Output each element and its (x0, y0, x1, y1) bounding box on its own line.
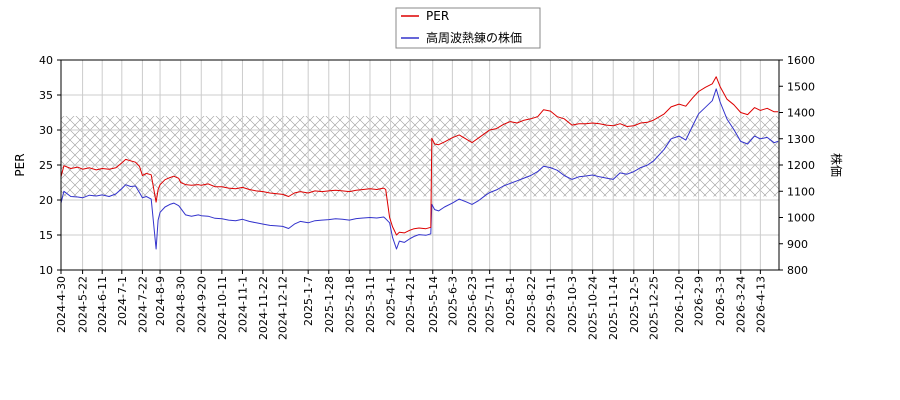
legend-box (395, 7, 541, 49)
left-tick-label: 20 (39, 194, 53, 207)
legend-label-per: PER (426, 9, 449, 23)
right-tick-label: 800 (787, 264, 808, 277)
x-tick-label: 2025-9-11 (544, 276, 557, 333)
x-tick-label: 2024-6-11 (96, 276, 109, 333)
x-tick-label: 2025-5-14 (427, 276, 440, 333)
x-tick-label: 2024-12-12 (277, 276, 290, 340)
x-tick-label: 2025-12-25 (647, 276, 660, 340)
right-tick-label: 900 (787, 238, 808, 251)
legend-label-price: 高周波熱錬の株価 (426, 30, 522, 45)
x-tick-label: 2025-6-3 (446, 276, 459, 326)
x-tick-label: 2025-1-28 (323, 276, 336, 333)
right-tick-label: 1500 (787, 80, 815, 93)
left-tick-label: 10 (39, 264, 53, 277)
x-tick-label: 2024-10-11 (216, 276, 229, 340)
right-axis-title: 株価 (829, 153, 844, 177)
x-tick-label: 2025-4-21 (404, 276, 417, 333)
x-tick-label: 2025-8-22 (525, 276, 538, 333)
left-axis-ticks: 10 15 20 25 30 35 40 (39, 54, 61, 277)
left-tick-label: 30 (39, 124, 53, 137)
x-tick-label: 2025-2-18 (343, 276, 356, 333)
band-fill (61, 116, 779, 197)
left-axis-title: PER (13, 153, 27, 176)
right-tick-label: 1000 (787, 212, 815, 225)
x-tick-label: 2024-11-22 (257, 276, 270, 340)
left-tick-label: 25 (39, 159, 53, 172)
grid (60, 59, 779, 271)
right-axis-ticks: 800 900 1000 1100 1200 1300 1400 1500 1600 (779, 54, 815, 277)
x-tick-label: 2025-8-1 (504, 276, 517, 326)
x-axis-ticks: 2024-4-30 2024-5-22 2024-6-11 2024-7-1 2024-… (55, 270, 767, 340)
x-tick-label: 2025-10-24 (587, 276, 600, 340)
x-tick-label: 2025-10-3 (566, 276, 579, 333)
x-tick-label: 2024-5-22 (77, 276, 90, 333)
x-tick-label: 2026-1-20 (673, 276, 686, 333)
series-lines (60, 76, 779, 250)
x-tick-label: 2024-8-9 (154, 276, 167, 326)
x-tick-label: 2026-2-9 (693, 276, 706, 326)
x-tick-label: 2025-4-1 (385, 276, 398, 326)
x-tick-label: 2026-4-13 (754, 276, 767, 333)
series-line-price (60, 88, 779, 250)
x-tick-label: 2024-7-1 (116, 276, 129, 326)
left-tick-label: 35 (39, 89, 53, 102)
x-tick-label: 2025-6-23 (466, 276, 479, 333)
x-tick-label: 2025-3-11 (364, 276, 377, 333)
x-tick-label: 2025-11-14 (607, 276, 620, 340)
x-tick-label: 2026-3-24 (735, 276, 748, 333)
left-tick-label: 40 (39, 54, 53, 67)
x-tick-label: 2025-7-11 (484, 276, 497, 333)
x-tick-label: 2026-3-3 (714, 276, 727, 326)
right-tick-label: 1400 (787, 107, 815, 120)
x-tick-label: 2024-7-22 (136, 276, 149, 333)
x-tick-label: 2025-12-5 (628, 276, 641, 333)
right-tick-label: 1200 (787, 159, 815, 172)
x-tick-label: 2024-4-30 (55, 276, 68, 333)
per-range-band (61, 116, 779, 197)
x-tick-label: 2024-9-20 (195, 276, 208, 333)
left-tick-label: 15 (39, 229, 53, 242)
x-tick-label: 2025-1-7 (302, 276, 315, 326)
right-tick-label: 1600 (787, 54, 815, 67)
x-tick-label: 2024-8-30 (175, 276, 188, 333)
series-line-per (60, 76, 778, 236)
right-tick-label: 1300 (787, 133, 815, 146)
legend: PER 高周波熱錬の株価 (395, 7, 541, 49)
x-tick-label: 2024-11-1 (236, 276, 249, 333)
right-tick-label: 1100 (787, 185, 815, 198)
